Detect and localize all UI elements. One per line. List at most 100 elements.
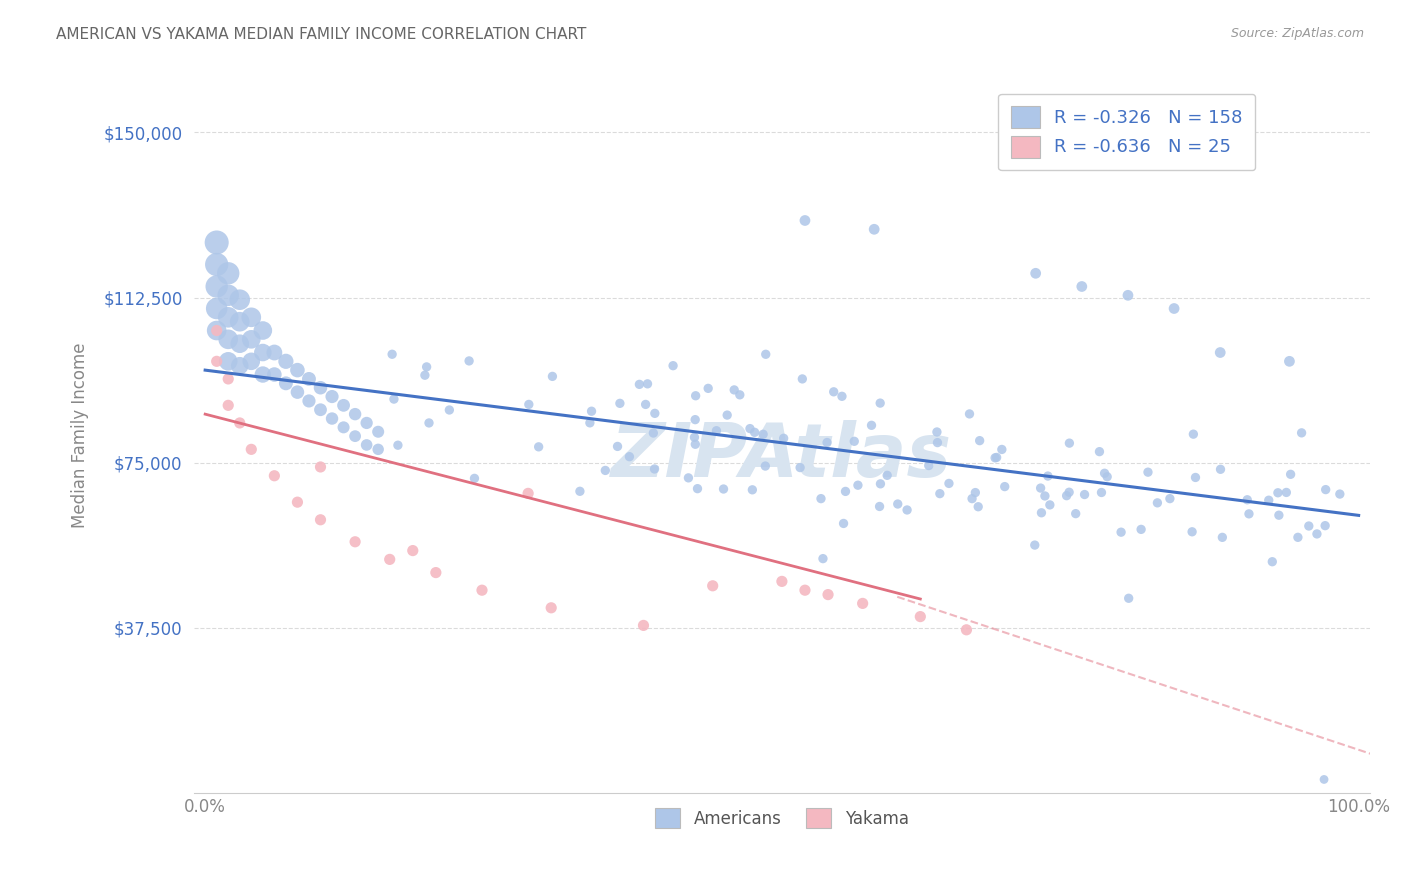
- Point: [439, 403, 461, 417]
- Point: [928, 486, 950, 500]
- Point: [263, 345, 285, 359]
- Point: [1236, 492, 1258, 507]
- Point: [1109, 525, 1132, 540]
- Point: [1029, 481, 1052, 495]
- Point: [1031, 506, 1053, 520]
- Point: [229, 293, 252, 307]
- Point: [723, 383, 745, 397]
- Point: [637, 376, 659, 391]
- Point: [387, 438, 409, 452]
- Point: [918, 458, 941, 473]
- Point: [252, 368, 274, 382]
- Point: [728, 388, 751, 402]
- Point: [1064, 507, 1087, 521]
- Point: [685, 389, 707, 403]
- Point: [205, 354, 228, 368]
- Point: [834, 484, 856, 499]
- Point: [887, 497, 910, 511]
- Y-axis label: Median Family Income: Median Family Income: [72, 343, 89, 528]
- Point: [1268, 508, 1291, 523]
- Point: [910, 609, 932, 624]
- Point: [263, 468, 285, 483]
- Point: [1184, 470, 1206, 484]
- Point: [789, 460, 811, 475]
- Point: [287, 495, 309, 509]
- Point: [579, 416, 602, 430]
- Point: [1090, 485, 1112, 500]
- Point: [1257, 493, 1279, 508]
- Point: [869, 476, 891, 491]
- Point: [770, 574, 793, 589]
- Point: [1313, 518, 1336, 533]
- Point: [471, 583, 494, 598]
- Point: [217, 354, 239, 368]
- Point: [863, 222, 886, 236]
- Point: [527, 440, 550, 454]
- Point: [1059, 436, 1081, 450]
- Point: [1211, 530, 1233, 544]
- Point: [229, 416, 252, 430]
- Point: [1070, 279, 1092, 293]
- Point: [967, 500, 990, 514]
- Point: [741, 483, 763, 497]
- Point: [367, 442, 389, 457]
- Point: [229, 359, 252, 373]
- Point: [1116, 288, 1139, 302]
- Point: [938, 476, 960, 491]
- Point: [413, 368, 436, 383]
- Point: [713, 482, 735, 496]
- Point: [1261, 555, 1284, 569]
- Point: [927, 435, 949, 450]
- Point: [415, 359, 437, 374]
- Point: [1130, 522, 1153, 536]
- Point: [321, 390, 343, 404]
- Point: [811, 551, 834, 566]
- Point: [367, 425, 389, 439]
- Point: [298, 393, 321, 408]
- Point: [378, 552, 401, 566]
- Point: [581, 404, 603, 418]
- Point: [240, 332, 263, 346]
- Point: [568, 484, 591, 499]
- Point: [217, 266, 239, 280]
- Point: [321, 411, 343, 425]
- Point: [683, 412, 706, 426]
- Point: [860, 418, 883, 433]
- Point: [994, 480, 1017, 494]
- Point: [1136, 465, 1159, 479]
- Text: ZIPAtlas: ZIPAtlas: [612, 420, 952, 493]
- Point: [217, 332, 239, 346]
- Point: [815, 435, 838, 450]
- Point: [609, 396, 631, 410]
- Point: [869, 500, 891, 514]
- Point: [846, 478, 869, 492]
- Point: [965, 485, 987, 500]
- Point: [959, 407, 981, 421]
- Point: [969, 434, 991, 448]
- Point: [1159, 491, 1181, 506]
- Point: [263, 368, 285, 382]
- Point: [402, 543, 425, 558]
- Point: [619, 450, 641, 464]
- Point: [1286, 530, 1309, 544]
- Point: [205, 324, 228, 338]
- Point: [817, 588, 839, 602]
- Point: [792, 372, 814, 386]
- Point: [925, 425, 948, 439]
- Point: [205, 301, 228, 316]
- Text: Source: ZipAtlas.com: Source: ZipAtlas.com: [1230, 27, 1364, 40]
- Point: [205, 258, 228, 272]
- Point: [794, 583, 817, 598]
- Point: [332, 398, 354, 412]
- Point: [1095, 469, 1118, 483]
- Point: [356, 416, 378, 430]
- Point: [678, 471, 700, 485]
- Point: [634, 397, 657, 411]
- Point: [252, 324, 274, 338]
- Point: [1267, 485, 1289, 500]
- Point: [252, 345, 274, 359]
- Point: [1279, 467, 1302, 482]
- Point: [606, 439, 628, 453]
- Point: [205, 324, 228, 338]
- Point: [1036, 469, 1059, 483]
